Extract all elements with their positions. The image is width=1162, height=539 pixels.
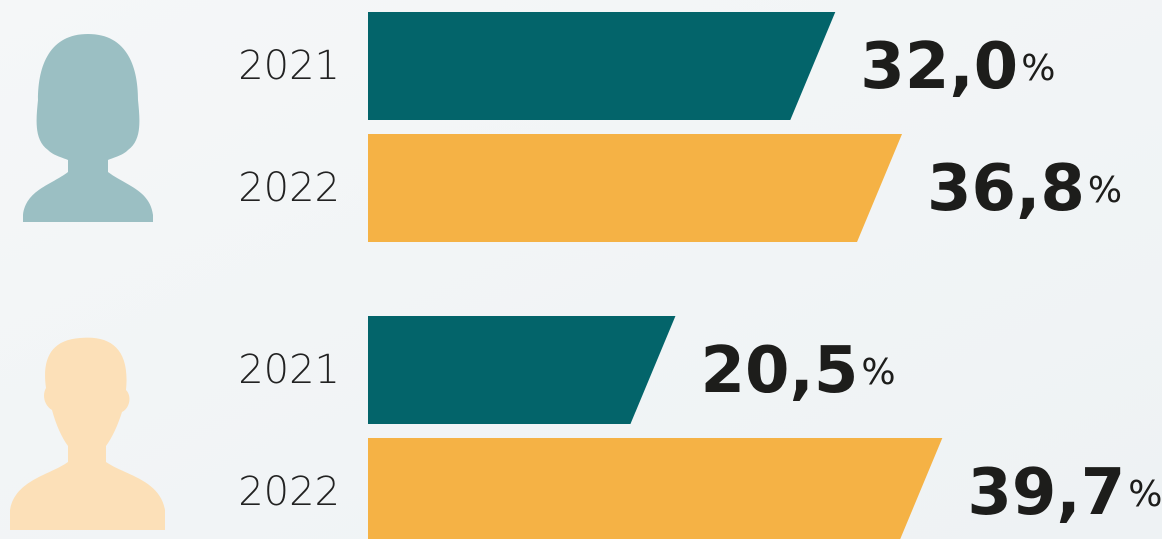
value-label: 32,0% <box>860 30 1055 104</box>
bar <box>368 438 943 539</box>
year-label: 2021 <box>238 43 340 89</box>
male-icon <box>10 337 165 530</box>
year-label: 2022 <box>238 469 340 515</box>
female-icon <box>23 34 153 222</box>
year-label: 2022 <box>238 165 340 211</box>
value-label: 20,5% <box>700 334 895 408</box>
bar <box>368 12 836 120</box>
bar <box>368 316 676 424</box>
value-label: 39,7% <box>967 456 1162 530</box>
bar <box>368 134 903 242</box>
year-label: 2021 <box>238 347 340 393</box>
value-label: 36,8% <box>927 152 1122 226</box>
